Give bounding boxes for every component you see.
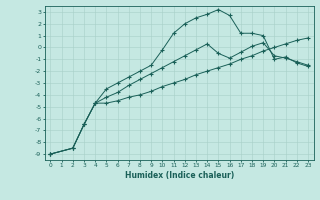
X-axis label: Humidex (Indice chaleur): Humidex (Indice chaleur) [124,171,234,180]
